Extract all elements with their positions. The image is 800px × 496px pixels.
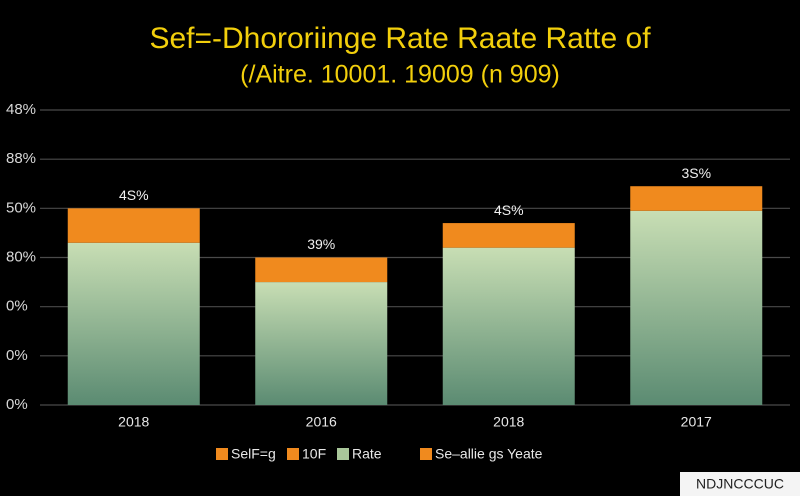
y-tick-label: 0% [6, 347, 28, 364]
bar-segment [442, 247, 575, 405]
y-tick-label: 50% [6, 199, 36, 216]
y-tick-label: 0% [6, 396, 28, 413]
bar-annotation: 4S% [119, 187, 149, 203]
watermark: NDJNCCCUC [696, 476, 784, 492]
x-tick-label: 2018 [493, 414, 524, 430]
legend-swatch [287, 448, 299, 460]
chart-subtitle: (/Aitre. 10001. 19009 (n 909) [240, 61, 560, 89]
legend-label: SelF=g [231, 446, 276, 462]
legend-swatch [337, 448, 349, 460]
y-tick-label: 80% [6, 248, 36, 265]
legend-label: Rate [352, 446, 382, 462]
legend-label: Se–allie gs Yeate [435, 446, 543, 462]
bar-segment [67, 242, 200, 405]
legend-swatch [216, 448, 228, 460]
y-tick-label: 0% [6, 298, 28, 315]
chart-title: Sef=-Dhororiinge Rate Raate Ratte of [149, 22, 651, 55]
bar-annotation: 39% [307, 236, 335, 252]
legend-label: 10F [302, 446, 326, 462]
bar-annotation: 3S% [681, 165, 711, 181]
bar-segment [630, 186, 763, 211]
legend-swatch [420, 448, 432, 460]
bar-annotation: 4S% [494, 202, 524, 218]
bar-segment [442, 223, 575, 248]
y-tick-label: 88% [6, 150, 36, 167]
x-tick-label: 2016 [306, 414, 337, 430]
watermark-box [680, 472, 800, 496]
bar-segment [255, 257, 388, 283]
x-tick-label: 2018 [118, 414, 149, 430]
y-tick-label: 48% [6, 101, 36, 118]
bar-segment [67, 208, 200, 243]
bar-segment [630, 210, 763, 405]
bar-segment [255, 282, 388, 405]
x-tick-label: 2017 [681, 414, 712, 430]
